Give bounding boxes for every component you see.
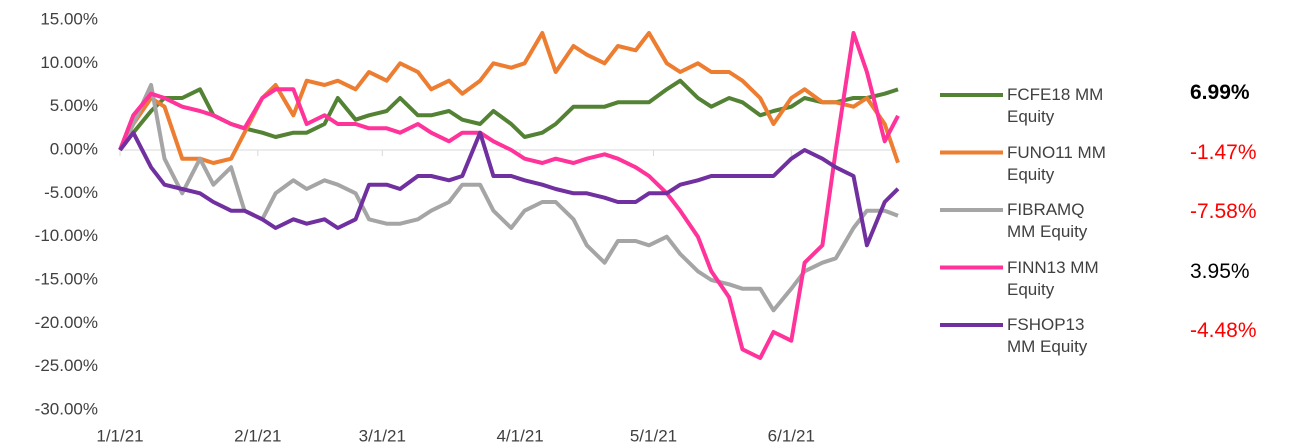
y-tick-label: -30.00% <box>35 399 98 418</box>
x-tick-label: 5/1/21 <box>630 426 677 445</box>
x-tick-label: 2/1/21 <box>234 426 281 445</box>
y-tick-label: 0.00% <box>50 139 98 158</box>
series-line <box>118 31 900 165</box>
x-tick-label: 4/1/21 <box>496 426 543 445</box>
legend-label: FSHOP13 MM Equity <box>1007 315 1088 356</box>
y-tick-label: 5.00% <box>50 96 98 115</box>
end-label: 3.95% <box>1190 259 1250 283</box>
y-tick-label: -15.00% <box>35 269 98 288</box>
end-label: -4.48% <box>1190 319 1257 342</box>
y-tick-label: 15.00% <box>40 9 98 28</box>
series-line <box>118 31 900 360</box>
x-tick-label: 6/1/21 <box>768 426 815 445</box>
end-label: 6.99% <box>1190 81 1250 104</box>
legend-label: FINN13 MM Equity <box>1007 257 1099 299</box>
legend-label: FUNO11 MM Equity <box>1007 142 1106 184</box>
y-tick-label: -20.00% <box>35 313 98 332</box>
series-line <box>118 83 899 313</box>
end-label: -1.47% <box>1190 140 1257 164</box>
y-tick-label: -25.00% <box>35 356 98 375</box>
x-tick-label: 3/1/21 <box>359 426 406 445</box>
end-label: -7.58% <box>1190 200 1257 223</box>
y-tick-label: 10.00% <box>40 53 98 72</box>
series-line <box>118 130 900 248</box>
legend-label: FCFE18 MM Equity <box>1007 85 1104 126</box>
legend-label: FIBRAMQ MM Equity <box>1007 200 1088 241</box>
y-tick-label: -5.00% <box>44 183 98 202</box>
x-tick-label: 1/1/21 <box>96 426 143 445</box>
y-tick-label: -10.00% <box>35 226 98 245</box>
